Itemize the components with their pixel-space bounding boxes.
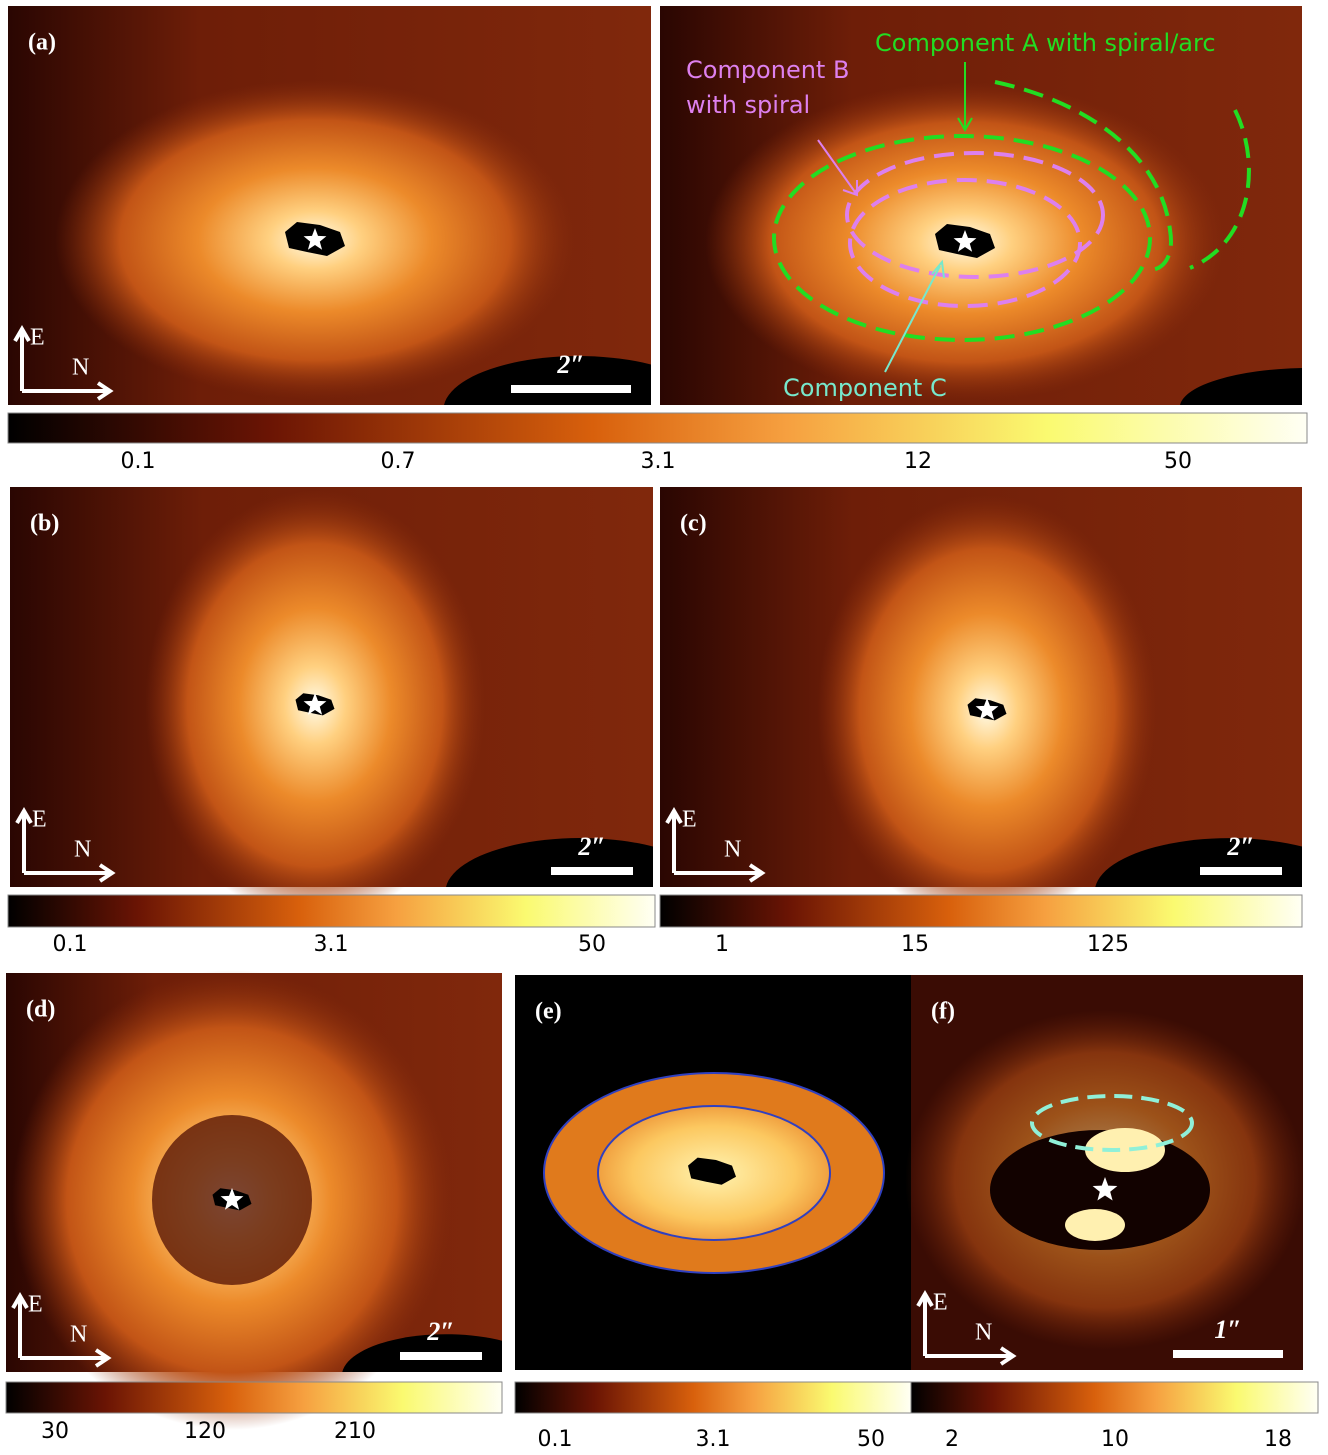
- colorbar-tick-label: 1: [715, 932, 729, 957]
- arrow: [957, 62, 973, 132]
- compass-east: E: [32, 807, 47, 833]
- star: [975, 698, 999, 720]
- component-c-outline: [1030, 1094, 1194, 1152]
- star: [953, 230, 977, 252]
- star: [1092, 1177, 1118, 1201]
- colorbar: [659, 894, 1303, 928]
- colorbar-tick-label: 210: [334, 1419, 376, 1444]
- panel-label: (b): [30, 511, 59, 537]
- colorbar-tick-label: 0.1: [538, 1427, 573, 1452]
- mask-core: [688, 1157, 736, 1185]
- compass-north: N: [724, 837, 741, 863]
- colorbar-tick-label: 50: [1164, 449, 1192, 474]
- compass: [916, 1290, 1017, 1366]
- arrow: [817, 139, 858, 197]
- compass-north: N: [74, 837, 91, 863]
- colorbar-tick-label: 30: [41, 1419, 69, 1444]
- panel-label: (d): [26, 997, 55, 1023]
- component-b-outline: [848, 178, 1082, 308]
- colorbar-tick-label: 18: [1264, 1427, 1292, 1452]
- compass: [665, 807, 766, 883]
- component-b-outline: [845, 151, 1105, 279]
- panel-label: (f): [931, 999, 955, 1025]
- annotation: Component C: [783, 374, 947, 402]
- colorbar: [514, 1381, 912, 1414]
- panel-label: (e): [535, 999, 562, 1025]
- compass-north: N: [975, 1320, 992, 1346]
- scale-bar-label: 2″: [426, 1317, 454, 1346]
- component-a-outline: [772, 134, 1152, 342]
- mask-edge: [1180, 368, 1302, 405]
- scale-bar: [511, 385, 631, 393]
- compass: [15, 807, 116, 883]
- panel-label: (c): [680, 511, 707, 537]
- panel-label: (a): [28, 30, 56, 56]
- colorbar-tick-label: 50: [578, 932, 606, 957]
- component-a-arc: [994, 80, 1251, 272]
- colorbar-tick-label: 0.1: [53, 932, 88, 957]
- colorbar-tick-label: 120: [184, 1419, 226, 1444]
- scale-bar-label: 2″: [577, 832, 605, 861]
- star: [303, 693, 327, 715]
- scale-bar: [1200, 867, 1282, 875]
- colorbar-tick-label: 3.1: [314, 932, 349, 957]
- colorbar-tick-label: 10: [1101, 1427, 1129, 1452]
- compass-east: E: [933, 1290, 948, 1316]
- colorbar-tick-label: 15: [901, 932, 929, 957]
- arrow: [884, 259, 945, 373]
- colorbar: [910, 1381, 1319, 1414]
- compass: [13, 325, 114, 401]
- scale-bar-label: 2″: [556, 350, 584, 379]
- colorbar-tick-label: 0.7: [381, 449, 416, 474]
- scale-bar: [400, 1352, 482, 1360]
- scale-bar-label: 1″: [1214, 1315, 1241, 1344]
- compass-north: N: [72, 355, 89, 381]
- compass-east: E: [30, 325, 45, 351]
- compass-north: N: [70, 1322, 87, 1348]
- bright-spot: [1085, 1128, 1165, 1172]
- colorbar-tick-label: 50: [857, 1427, 885, 1452]
- annotation: with spiral: [686, 91, 810, 119]
- colorbar-tick-label: 2: [945, 1427, 959, 1452]
- scale-bar-label: 2″: [1226, 832, 1254, 861]
- annotation: Component A with spiral/arc: [875, 29, 1216, 57]
- colorbar-tick-label: 0.1: [121, 449, 156, 474]
- star: [220, 1188, 244, 1210]
- annotation: Component B: [686, 56, 849, 84]
- colorbar-tick-label: 3.1: [696, 1427, 731, 1452]
- scale-bar: [551, 867, 633, 875]
- colorbar-tick-label: 12: [904, 449, 932, 474]
- colorbar: [7, 412, 1308, 444]
- compass: [11, 1292, 112, 1368]
- bright-spot: [1065, 1209, 1125, 1241]
- scale-bar: [1173, 1350, 1283, 1358]
- compass-east: E: [682, 807, 697, 833]
- compass-east: E: [28, 1292, 43, 1318]
- colorbar: [7, 894, 656, 928]
- star: [303, 228, 327, 250]
- colorbar-tick-label: 3.1: [641, 449, 676, 474]
- colorbar: [5, 1381, 503, 1414]
- colorbar-tick-label: 125: [1087, 932, 1129, 957]
